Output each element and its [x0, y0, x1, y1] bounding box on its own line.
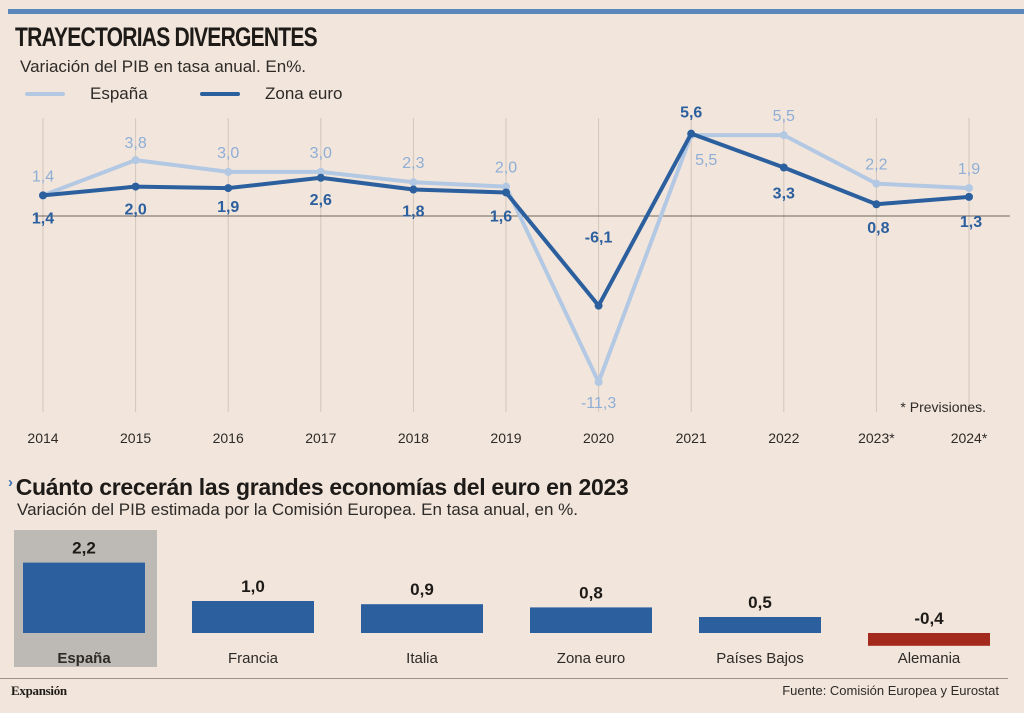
chevron-right-icon: ›: [8, 474, 13, 491]
bar-alemania: [868, 633, 990, 646]
data-label-espana: 3,0: [310, 145, 332, 162]
bar-value-label: 0,9: [410, 580, 434, 599]
bar-zona-euro: [530, 607, 652, 633]
data-label-zona-euro: 0,8: [867, 220, 889, 237]
data-point: [316, 173, 325, 182]
bar-chart: 2,2 España 1,0 Francia 0,9 Italia 0,8 Zona euro…: [14, 530, 990, 667]
bar-category-label: España: [57, 650, 111, 667]
x-tick-label: 2022: [768, 430, 799, 446]
legend-swatch-zona-euro: [200, 92, 240, 96]
data-point: [965, 184, 973, 193]
data-point: [872, 200, 881, 209]
data-label-zona-euro: 5,6: [680, 105, 702, 122]
data-label-zona-euro: 2,6: [310, 192, 332, 209]
legend-item-espana: España: [25, 84, 148, 104]
x-tick-label: 2023*: [858, 430, 895, 446]
bar-category-label: Francia: [228, 650, 279, 667]
legend-label-espana: España: [90, 84, 148, 103]
x-tick-label: 2024*: [951, 430, 988, 446]
bar-value-label: 0,8: [579, 583, 603, 602]
data-point: [594, 378, 603, 387]
data-point: [502, 182, 510, 191]
brand-logo: Expansión: [11, 683, 67, 698]
data-point: [872, 179, 881, 188]
data-label-espana: 2,0: [495, 160, 517, 177]
bar-italia: [361, 604, 483, 633]
data-label-zona-euro: 1,6: [490, 208, 512, 225]
data-point: [779, 163, 788, 172]
data-label-zona-euro: 2,0: [124, 202, 146, 219]
data-point: [316, 167, 325, 176]
data-point: [409, 178, 418, 187]
data-point: [779, 131, 788, 140]
bar-espana: [23, 562, 145, 633]
bar-category-label: Zona euro: [557, 650, 625, 667]
line-chart: 1,4 3,8 3,0 3,0 2,3 2,0 -11,3 5,5 5,5 2,2 1,9 1,4 2,…: [27, 105, 1010, 446]
data-label-espana: -11,3: [581, 395, 616, 412]
data-label-espana: 1,4: [32, 168, 54, 185]
top-accent-bar: [8, 9, 1024, 14]
data-label-espana: 5,5: [773, 108, 795, 125]
data-point: [687, 129, 696, 138]
legend-item-zona-euro: Zona euro: [200, 84, 343, 104]
data-point: [594, 301, 603, 310]
bar-chart-title: › Cuánto crecerán las grandes economías d…: [8, 474, 629, 501]
data-point: [39, 191, 47, 200]
data-label-zona-euro: 3,3: [773, 185, 795, 202]
data-point: [965, 192, 973, 201]
bar-value-label: -0,4: [914, 609, 944, 628]
legend-label-zona-euro: Zona euro: [265, 84, 343, 103]
x-tick-label: 2015: [120, 430, 151, 446]
bar-value-label: 0,5: [748, 593, 772, 612]
data-label-espana: 2,2: [865, 157, 887, 174]
bar-chart-subtitle: Variación del PIB estimada por la Comisi…: [17, 500, 578, 519]
data-label-zona-euro: 1,4: [32, 210, 54, 227]
bar-chart-title-text: Cuánto crecerán las grandes economías de…: [15, 474, 629, 500]
data-label-espana: 5,5: [695, 152, 717, 169]
x-tick-label: 2020: [583, 430, 614, 446]
x-tick-label: 2019: [490, 430, 521, 446]
bar-category-label: Italia: [406, 650, 438, 667]
forecast-note: * Previsiones.: [900, 399, 986, 415]
data-label-zona-euro: 1,9: [217, 199, 239, 216]
bar-francia: [192, 601, 314, 633]
data-label-zona-euro: 1,3: [960, 214, 982, 231]
source-note: Fuente: Comisión Europea y Eurostat: [782, 683, 999, 698]
bar-paises-bajos: [699, 617, 821, 633]
data-point: [224, 184, 233, 193]
chart-subtitle: Variación del PIB en tasa anual. En%.: [20, 57, 307, 76]
data-label-zona-euro: -6,1: [585, 230, 613, 247]
x-tick-label: 2016: [213, 430, 244, 446]
data-point: [502, 188, 510, 197]
data-point: [409, 185, 418, 194]
data-label-espana: 1,9: [958, 161, 980, 178]
bar-category-label: Alemania: [898, 650, 961, 667]
bar-category-label: Países Bajos: [716, 650, 804, 667]
x-tick-label: 2014: [27, 430, 58, 446]
data-point: [131, 156, 140, 165]
data-label-zona-euro: 1,8: [402, 204, 424, 221]
data-label-espana: 2,3: [402, 155, 424, 172]
x-tick-label: 2018: [398, 430, 429, 446]
data-label-espana: 3,8: [124, 135, 146, 152]
bar-value-label: 2,2: [72, 539, 96, 558]
x-tick-label: 2017: [305, 430, 336, 446]
bar-value-label: 1,0: [241, 577, 265, 596]
data-point: [131, 182, 140, 191]
footer-divider: [0, 678, 1008, 679]
data-label-espana: 3,0: [217, 145, 239, 162]
x-tick-label: 2021: [676, 430, 707, 446]
legend-swatch-espana: [25, 92, 65, 96]
data-point: [224, 167, 233, 176]
chart-title: TRAYECTORIAS DIVERGENTES: [15, 22, 318, 52]
